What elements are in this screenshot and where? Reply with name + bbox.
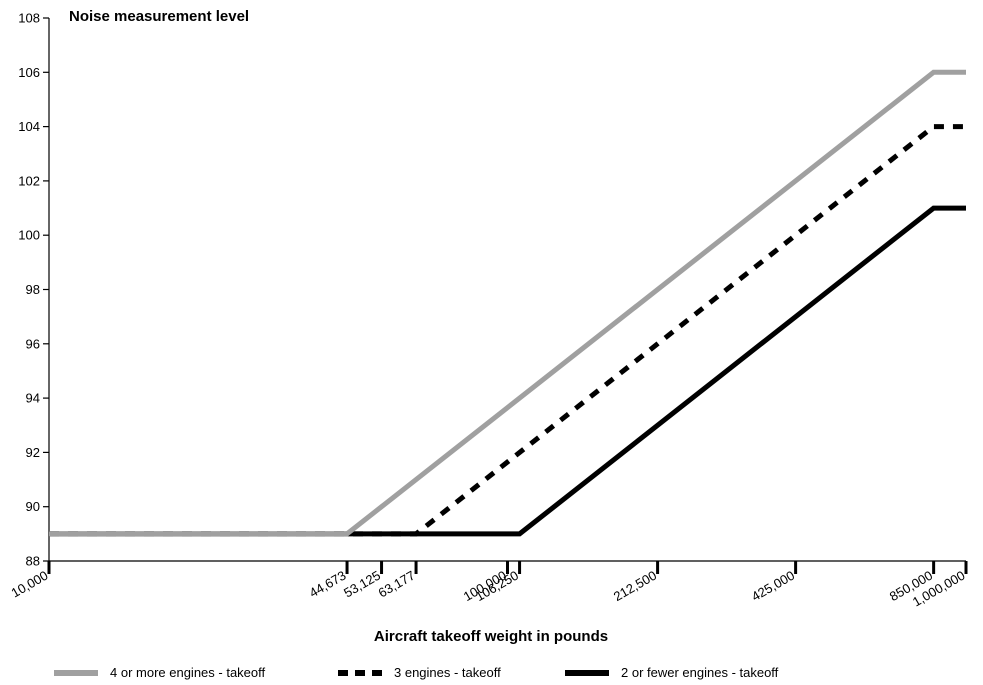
y-tick-label: 104: [18, 119, 40, 134]
y-tick-label: 108: [18, 11, 40, 26]
y-axis: 88 90 92 94 96 98 100 102 104 106 108: [18, 11, 50, 569]
legend-label-3-engines: 3 engines - takeoff: [394, 665, 501, 680]
series-line-0: [49, 69, 966, 537]
legend-label-4-engines: 4 or more engines - takeoff: [110, 665, 266, 680]
x-tick-label: 10,000: [9, 568, 51, 601]
legend-item-4-engines: 4 or more engines - takeoff: [54, 660, 265, 685]
y-tick-label: 98: [26, 282, 40, 297]
x-axis-title: Aircraft takeoff weight in pounds: [374, 628, 608, 645]
series-line-2: [49, 205, 966, 537]
x-tick-label: 425,000: [749, 568, 797, 604]
y-tick-label: 102: [18, 173, 40, 188]
y-tick-label: 90: [26, 499, 40, 514]
x-tick-label: 44,673: [307, 568, 349, 601]
legend-label-2-engines: 2 or fewer engines - takeoff: [621, 665, 779, 680]
y-tick-label: 106: [18, 65, 40, 80]
y-axis-title: Noise measurement level: [69, 8, 249, 25]
legend: 4 or more engines - takeoff 3 engines - …: [0, 660, 983, 685]
chart: 88 90 92 94 96 98 100 102 104 106 108 10,000 44,673…: [9, 8, 968, 645]
legend-item-2-engines: 2 or fewer engines - takeoff: [565, 660, 778, 685]
legend-swatch-3-engines: [338, 669, 382, 676]
series-line-1: [49, 124, 966, 537]
y-tick-label: 94: [26, 391, 40, 406]
y-tick-label: 100: [18, 228, 40, 243]
x-tick-label: 212,500: [611, 568, 659, 604]
legend-item-3-engines: 3 engines - takeoff: [338, 660, 501, 685]
y-tick-label: 92: [26, 445, 40, 460]
series-layer: [49, 69, 966, 537]
legend-swatch-2-engines: [565, 669, 609, 676]
y-tick-label: 96: [26, 336, 40, 351]
y-tick-label: 88: [26, 554, 40, 569]
legend-swatch-4-engines: [54, 669, 98, 676]
